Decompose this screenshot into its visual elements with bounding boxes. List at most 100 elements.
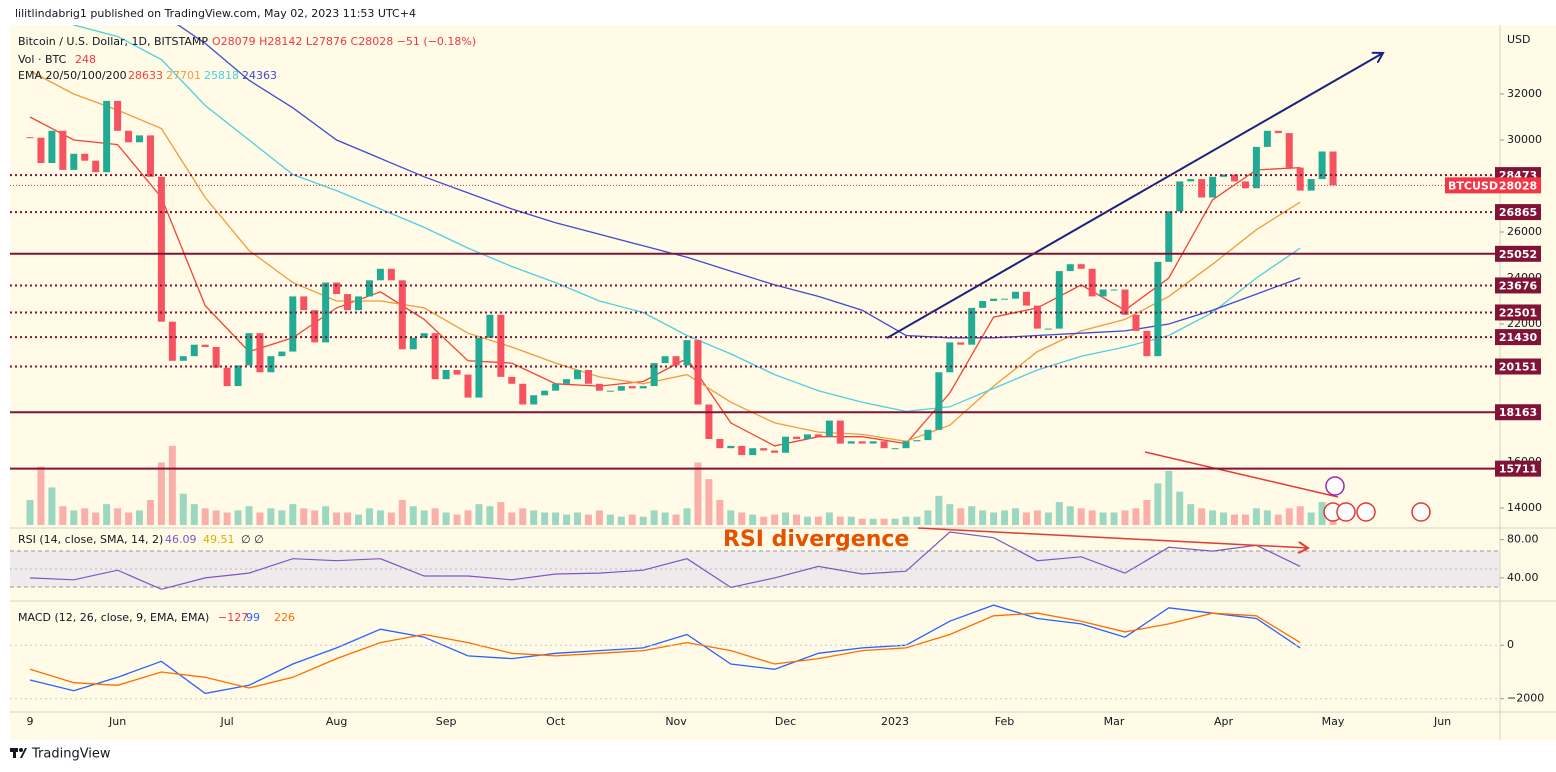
volume-bar [694,462,702,525]
candle [968,307,976,345]
candle [398,280,406,350]
candle [727,445,735,449]
volume-bar [1274,514,1282,525]
candle [1231,174,1238,182]
candle [990,298,998,301]
macd-tick-label: −2000 [1507,692,1544,705]
x-tick-label: Jun [1433,715,1451,728]
candle [223,367,231,387]
candle [179,356,187,361]
candle [519,383,527,405]
volume-bar [256,512,264,525]
macd-reading: 99 [246,611,260,624]
volume-bar [1099,512,1107,525]
volume-bar [497,502,505,525]
rsi-label: RSI (14, close, SMA, 14, 2) [18,533,163,546]
candle [1012,291,1019,299]
candle [935,372,943,430]
volume-bar [814,516,822,525]
candle [628,386,636,389]
volume-bar [289,504,297,525]
candle [376,268,384,281]
macd-tick-label: 0 [1507,638,1514,651]
volume-bar [650,510,658,525]
candle [803,434,811,439]
candle [1154,261,1162,357]
volume-bar [1022,512,1030,525]
level-tag [1495,277,1541,294]
currency: USD [1507,33,1531,46]
candle [103,100,111,173]
candle [639,386,647,389]
volume-bar [738,512,746,525]
volume-bar [661,512,669,525]
volume-bar [376,510,384,525]
candle [37,137,45,163]
level-tag [1495,204,1541,221]
volume-bar [1055,502,1063,525]
candle [683,340,691,366]
candle [136,135,143,143]
price-pane [26,25,1337,525]
volume-bar [420,510,428,525]
volume-bar [486,506,494,525]
candle [1263,130,1271,147]
x-tick-label: Mar [1104,715,1125,728]
candle [902,441,910,449]
volume-bar [464,510,472,525]
candle [749,448,757,456]
candle [979,300,987,308]
volume-bar [705,479,713,525]
candle [278,351,286,357]
trend-line [1144,451,1339,498]
volume-bar [957,508,965,525]
candle [1274,130,1282,134]
ema-line [72,25,1301,413]
candle [92,160,100,173]
volume-bar [245,506,253,525]
volume-bar [37,466,45,525]
volume-bar [234,510,242,525]
candle [606,390,614,392]
trend-line [917,527,1308,548]
volume-bar [891,518,899,525]
volume-bar [595,510,603,525]
volume-bar [749,514,757,525]
volume-bar [541,512,549,525]
volume-bar [333,512,341,525]
ema-line [177,25,1301,339]
volume-bar [365,508,373,525]
rsi-pane [29,531,1301,590]
candle [70,153,78,170]
volume-bar [1220,512,1228,525]
volume-bar [125,512,133,525]
candle [1066,264,1074,272]
marks [26,25,1337,695]
volume-bar [1066,506,1074,525]
candle [1044,328,1052,330]
volume-bar [1044,512,1052,525]
candle [201,344,209,347]
candle [1187,179,1195,182]
chart-background [10,25,1556,740]
volume-bar [924,510,932,525]
candle [475,337,483,398]
volume-bar [1231,514,1238,525]
candle [311,310,319,343]
volume-bar [1088,510,1096,525]
candle [333,282,341,295]
candle [563,379,571,384]
volume-bar [201,508,209,525]
volume-bar [1165,470,1173,525]
watermark: TradingView [31,747,111,762]
volume-bar [157,462,165,525]
candle [1121,289,1129,315]
level-tag [1495,460,1541,477]
candle [1033,305,1041,329]
volume-bar [584,514,592,525]
volume-bar [574,512,581,525]
volume-bar [1198,508,1206,525]
level-tag [1495,404,1541,421]
x-tick-label: Feb [995,715,1014,728]
candle [847,441,855,444]
